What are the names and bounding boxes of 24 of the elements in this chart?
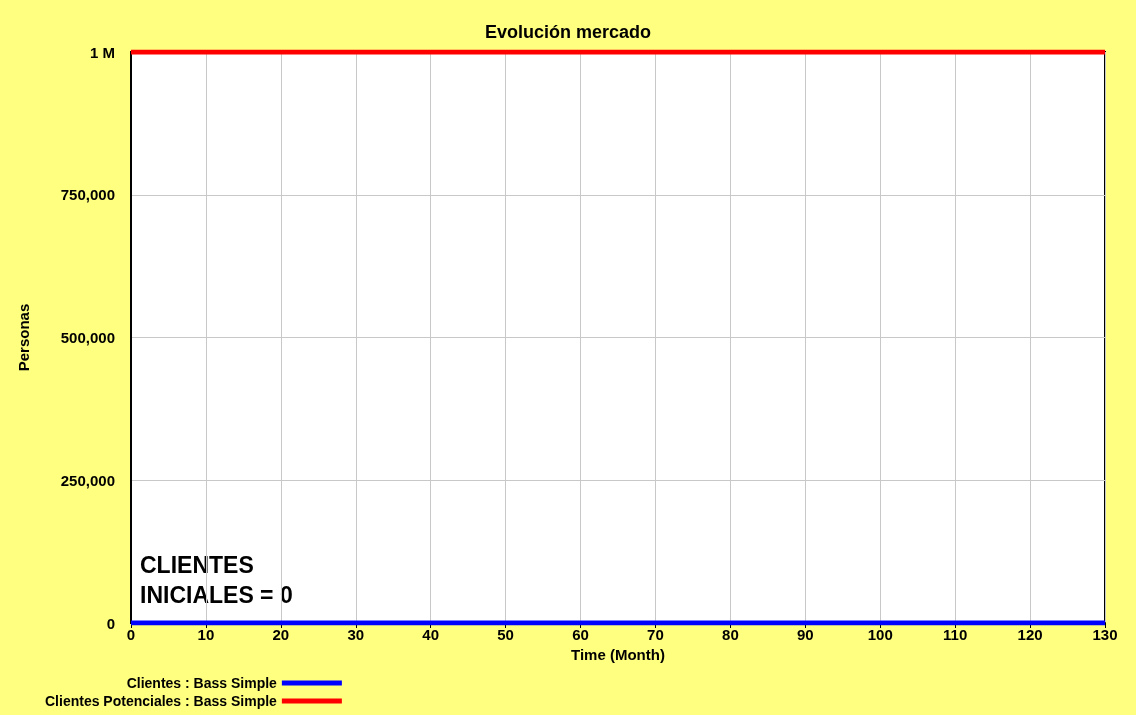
x-tick-label: 30 (347, 626, 365, 643)
x-axis-title: Time (Month) (571, 645, 665, 663)
x-tick-label: 40 (422, 626, 440, 643)
x-tick-label: 120 (1017, 626, 1043, 643)
x-tick-label: 60 (572, 626, 589, 643)
y-tick-label: 500,000 (60, 329, 115, 346)
y-tick-label: 0 (106, 614, 115, 632)
y-tick-label: 750,000 (60, 186, 115, 204)
x-tick-label: 50 (497, 626, 514, 643)
x-tick-label: 110 (943, 626, 968, 643)
y-tick-label: 250,000 (60, 471, 115, 489)
y-axis-title: Personas (15, 303, 32, 372)
x-tick-label: 100 (867, 626, 893, 643)
x-tick-label: 20 (272, 626, 290, 643)
x-tick-label: 70 (647, 626, 664, 643)
chart-title: Evolución mercado (484, 22, 652, 42)
legend-label: Clientes Potenciales : Bass Simple (44, 693, 278, 709)
legend-label: Clientes : Bass Simple (126, 675, 278, 691)
x-tick-label: 0 (126, 626, 136, 643)
x-tick-label: 130 (1092, 626, 1118, 643)
x-tick-label: 80 (722, 626, 739, 643)
x-tick-label: 90 (796, 626, 814, 643)
y-tick-label: 1 M (89, 43, 115, 61)
x-tick-label: 10 (197, 626, 215, 643)
